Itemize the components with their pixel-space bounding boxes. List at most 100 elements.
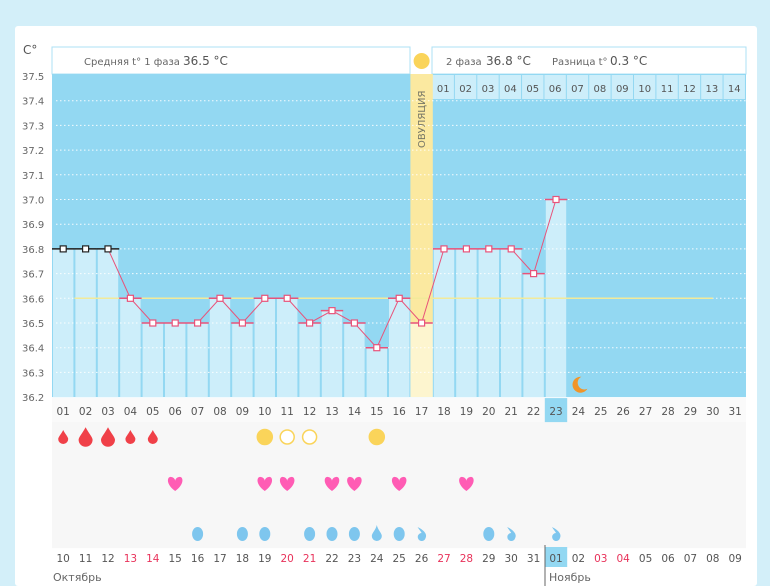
x-tick-label: 28 [661, 406, 674, 418]
date-label: 02 [572, 553, 585, 565]
month-october: Октябрь [53, 571, 102, 584]
discharge-oval-icon [259, 527, 271, 541]
phase2-label: 2 фаза [446, 57, 482, 68]
moon-icon [572, 376, 588, 393]
bleeding-drop-icon [101, 427, 115, 447]
temperature-point [373, 344, 381, 352]
x-tick-label: 21 [505, 406, 518, 418]
date-label: 06 [661, 553, 675, 565]
phase2-day-label: 01 [437, 84, 450, 95]
phase2-day-cell [611, 75, 634, 99]
date-label: 24 [370, 553, 384, 565]
phase2-day-cell [499, 75, 522, 99]
temperature-point [216, 294, 224, 302]
date-label-weekend: 27 [437, 553, 450, 565]
difference-value: 0.3 °C [610, 54, 647, 68]
heart-icon [391, 476, 407, 491]
x-tick-label: 22 [527, 406, 540, 418]
discharge-oval-icon [393, 527, 405, 541]
temperature-point [529, 270, 538, 278]
phase2-day-label: 09 [616, 84, 629, 95]
temperature-bar [232, 323, 253, 398]
temperature-bar [142, 323, 163, 398]
ovulation-column [410, 74, 433, 323]
sun-ring-icon [301, 429, 318, 445]
temperature-point [194, 319, 202, 327]
phase2-day-label: 12 [683, 84, 696, 95]
phase2-value: 36.8 °C [486, 54, 531, 68]
x-tick-label: 31 [729, 406, 742, 418]
discharge-oval-icon [483, 527, 495, 541]
symbols-area [52, 398, 746, 549]
sun-ring-icon [279, 429, 295, 445]
phase2-day-label: 13 [705, 84, 718, 95]
date-label: 23 [348, 553, 361, 565]
temperature-point [238, 319, 246, 327]
temperature-point [306, 319, 314, 327]
x-tick-label: 04 [124, 406, 138, 418]
x-tick-label: 09 [236, 406, 249, 418]
temperature-point [283, 294, 291, 302]
date-label-weekend: 14 [146, 553, 160, 565]
temperature-bar [120, 298, 141, 398]
discharge-oval-icon [192, 527, 204, 541]
x-tick-label: 17 [415, 406, 428, 418]
phase1-value: 36.5 °C [183, 54, 228, 68]
discharge-oval-icon [326, 527, 338, 541]
x-tick-label: 10 [258, 406, 271, 418]
date-label-weekend: 28 [460, 553, 473, 565]
phase1-header [51, 46, 411, 75]
x-tick-label: 30 [706, 406, 719, 418]
y-tick-label: 36.7 [22, 270, 44, 281]
temperature-point [440, 245, 448, 253]
phase2-day-label: 10 [638, 84, 651, 95]
phase2-day-cell [589, 75, 611, 99]
heart-icon [279, 476, 295, 491]
heart-icon [324, 476, 340, 491]
date-label: 25 [393, 553, 406, 565]
x-tick-label: 11 [281, 406, 294, 418]
x-tick-label: 05 [146, 406, 159, 418]
y-tick-label: 36.5 [22, 319, 44, 330]
x-tick-label: 24 [572, 406, 586, 418]
ovulation-label: ОВУЛЯЦИЯ [417, 91, 428, 149]
temperature-point [328, 307, 336, 315]
heart-icon [257, 476, 273, 491]
x-axis-row [52, 398, 746, 423]
phase2-day-cell [522, 75, 544, 99]
x-tick-label: 07 [191, 406, 204, 418]
date-label: 18 [236, 553, 249, 565]
ovulation-column-lower [410, 323, 433, 398]
temperature-point [395, 294, 403, 302]
phase2-header [431, 46, 747, 75]
discharge-comma-icon [417, 527, 427, 541]
heart-icon [167, 476, 183, 491]
temperature-point [149, 319, 157, 327]
phase2-day-label: 04 [504, 84, 517, 95]
date-label-weekend: 13 [124, 553, 137, 565]
y-tick-label: 37.3 [22, 121, 44, 132]
temperature-point [418, 319, 426, 327]
x-tick-label: 23 [549, 406, 562, 418]
date-label: 05 [639, 553, 652, 565]
date-label: 16 [191, 553, 205, 565]
phase2-day-label: 02 [459, 84, 472, 95]
x-tick-label: 03 [101, 406, 114, 418]
date-label: 08 [706, 553, 719, 565]
temperature-bar [165, 323, 186, 398]
x-tick-label: 29 [684, 406, 697, 418]
temperature-bar [75, 248, 96, 398]
y-tick-label: 37.5 [22, 72, 44, 83]
temperature-bar [523, 273, 544, 398]
y-tick-label: 36.3 [22, 368, 44, 379]
temperature-bar [501, 248, 522, 398]
difference-label: Разница t° [552, 57, 608, 68]
x-tick-label: 27 [639, 406, 652, 418]
phase2-day-label: 07 [571, 84, 584, 95]
temperature-bar [299, 323, 320, 398]
phase2-day-cell [701, 75, 723, 99]
discharge-comma-icon [507, 527, 516, 541]
date-label-weekend: 20 [281, 553, 294, 565]
phase2-day-label: 14 [728, 84, 741, 95]
